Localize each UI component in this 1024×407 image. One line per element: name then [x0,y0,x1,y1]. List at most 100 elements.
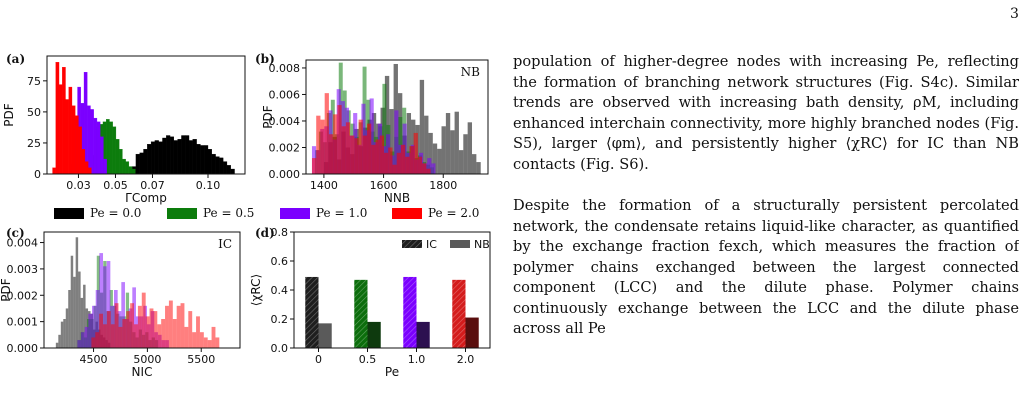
hist-bar-pe-2-0 [184,326,189,348]
panel-d-label: (d) [255,226,275,240]
bar-nb [367,321,381,348]
hist-bar-pe-2-0 [413,132,418,174]
hist-bar-pe-0-0 [63,319,66,348]
chart-b: 0.000 0.002 0.004 0.006 0.008 1400 1600 1800 PDF… [261,59,489,205]
hist-bar-pe-2-0 [328,134,334,174]
hist-bar-pe-0-0 [139,152,144,175]
hist-bar-pe-2-0 [168,300,173,348]
hist-bar-pe-2-0 [196,316,200,348]
chart-title: NB [461,65,481,79]
x-tick-label: 1600 [370,179,398,192]
hist-bar-pe-0-5 [125,161,130,175]
hist-bar-pe-2-0 [417,156,423,174]
hist-bar-pe-1-0 [103,158,107,175]
x-tick-label: 0 [315,353,322,366]
hist-bar-pe-1-0 [77,340,82,348]
paragraph-2: Despite the formation of a structurally … [513,197,1019,337]
plot-frame [46,55,246,175]
hist-bar-pe-0-0 [454,111,459,174]
hist-bar-pe-1-0 [88,313,93,348]
hist-bar-pe-2-0 [172,319,177,348]
hist-bar-pe-2-0 [211,326,216,348]
hist-bar-pe-0-0 [166,135,171,175]
panel-a-label: (a) [6,52,26,66]
plot-frame [305,59,489,175]
hist-bar-pe-2-0 [149,308,154,348]
hist-bar-pe-1-0 [95,290,100,348]
legend-label: Pe = 0.0 [90,206,142,220]
hist-bar-pe-0-0 [181,135,186,175]
hist-bar-pe-0-5 [131,168,136,175]
hist-bar-pe-0-0 [75,237,79,348]
hist-bar-pe-0-0 [192,139,197,175]
hist-bar-pe-2-0 [106,311,111,348]
chart-c: 0.000 0.001 0.002 0.003 0.004 4500 5000 5500 PDF… [0,231,241,379]
hist-bar-pe-2-0 [388,147,393,174]
hist-bar-pe-2-0 [354,138,359,174]
hist-bar-pe-0-0 [211,153,216,175]
hist-bar-pe-2-0 [426,168,431,174]
hist-bar-pe-0-0 [419,79,425,174]
hist-bar-pe-1-0 [93,117,98,175]
hist-bar-pe-1-0 [427,158,432,174]
hist-bar-pe-2-0 [362,135,368,174]
y-tick-label: 0.8 [271,226,289,239]
hist-bar-pe-0-0 [428,132,433,174]
y-tick-label: 0.001 [7,316,39,329]
hist-bar-pe-0-0 [135,153,140,175]
panel-c-label: (c) [6,226,25,240]
hist-bar-pe-2-0 [91,337,96,348]
hist-bar-pe-2-0 [99,313,104,348]
hist-bar-pe-1-0 [81,332,85,348]
panel-a: (a) 0 25 50 75 0.03 0.05 0.07 0.10 PDF ΓComp [0,52,250,205]
hist-bar-pe-1-0 [132,287,136,348]
hist-bar-pe-0-0 [406,113,412,174]
y-axis-title: PDF [2,103,16,126]
panel-d: (d) 0.0 0.2 0.4 0.6 0.8 0 0.5 1.0 2.0 ⟨χRC⟩ Pe IC NB [249,226,500,386]
hist-bar-pe-0-0 [78,271,81,348]
hist-bar-pe-2-0 [157,324,162,348]
hist-bar-pe-2-0 [58,84,63,175]
hist-bar-pe-2-0 [311,158,317,174]
y-tick-label: 25 [27,137,41,150]
hist-bar-pe-2-0 [345,122,351,174]
hist-bar-pe-2-0 [316,115,321,174]
hist-bar-pe-0-0 [215,156,220,175]
hist-bar-pe-2-0 [199,332,204,348]
hist-bar-pe-0-0 [467,122,473,174]
panel-c: (c) 0.000 0.001 0.002 0.003 0.004 4500 5000 550… [0,226,250,386]
hist-bar-pe-2-0 [367,123,372,174]
x-axis-title: NNB [384,191,410,205]
hist-bar-pe-2-0 [350,135,355,174]
hist-bar-pe-0-0 [60,321,64,348]
y-tick-label: 0.4 [271,284,289,297]
hist-bar-pe-0-0 [424,115,429,174]
hist-bar-pe-1-0 [96,121,101,175]
hist-bar-pe-2-0 [207,340,212,348]
bar-ic [354,279,368,348]
x-tick-label: 5000 [133,353,161,366]
hist-bar-pe-0-0 [188,140,193,175]
bar-nb [416,321,430,348]
x-axis-title: ΓComp [125,191,167,205]
hist-bar-pe-0-0 [68,290,71,348]
hist-bar-pe-0-5 [128,166,133,175]
hist-bar-pe-0-0 [196,144,201,175]
legend-label: Pe = 2.0 [428,206,480,220]
hist-bar-pe-0-0 [389,109,394,174]
hist-bar-pe-2-0 [400,144,406,174]
hist-bar-pe-1-0 [106,261,111,348]
x-tick-label: 0.5 [359,353,377,366]
hist-bar-pe-2-0 [81,149,86,175]
hist-bar-pe-1-0 [103,266,107,348]
body-text: population of higher-degree nodes with i… [513,52,1019,407]
hist-bar-pe-2-0 [180,303,185,348]
hist-bar-pe-0-0 [143,149,148,175]
hist-bar-pe-1-0 [100,136,104,175]
x-axis-title: Pe [385,365,399,379]
hist-bar-pe-2-0 [84,161,89,175]
hist-bar-pe-0-0 [169,136,174,175]
y-tick-label: 0.003 [7,263,39,276]
hist-bar-pe-0-5 [382,83,387,174]
legend-swatch-pe-0-5 [167,208,197,219]
